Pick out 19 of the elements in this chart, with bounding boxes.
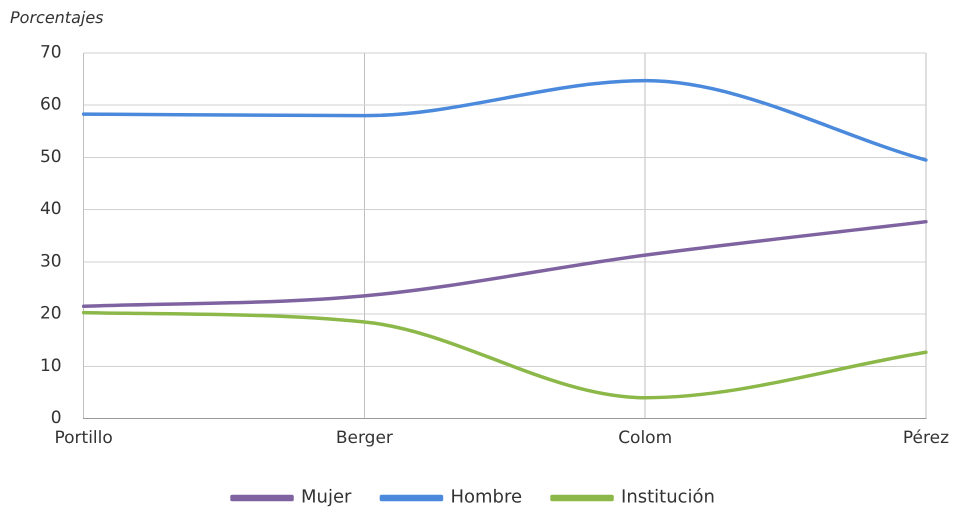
y-tick-label: 40: [40, 199, 62, 220]
y-tick-label: 30: [40, 251, 62, 272]
legend-label: Institución: [621, 486, 715, 508]
x-tick-label: Colom: [618, 428, 672, 448]
y-tick-label: 20: [40, 304, 62, 324]
x-tick-label: Pérez: [902, 428, 950, 448]
x-tick-label: Berger: [336, 428, 393, 448]
x-tick-label: Portillo: [54, 428, 113, 448]
y-tick-label: 50: [40, 146, 62, 167]
line-series: [82, 220, 928, 308]
y-tick-label: 10: [40, 356, 62, 376]
y-tick-label: 0: [50, 408, 62, 428]
legend-label: Hombre: [450, 486, 522, 508]
line-series: [82, 78, 928, 162]
y-tick-label: 60: [40, 94, 62, 115]
legend-label: Mujer: [301, 486, 352, 508]
y-tick-label: 70: [40, 42, 62, 62]
y-axis-title: Porcentajes: [10, 8, 104, 27]
line-series: [82, 310, 928, 400]
